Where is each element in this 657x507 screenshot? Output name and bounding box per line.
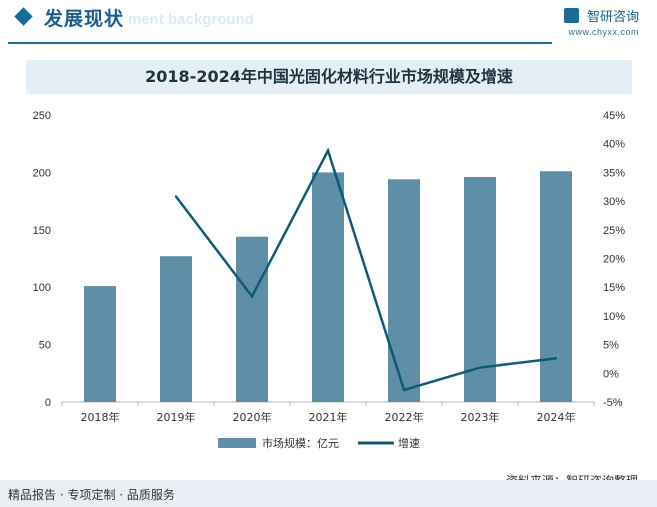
growth-line (175, 147, 557, 392)
growth-point (250, 295, 254, 298)
x-tick-label: 2023年 (461, 410, 500, 424)
y-left-tick-label: 50 (39, 340, 51, 352)
y-right-tick-label: 40% (603, 139, 625, 151)
footer-bar: 精品报告 · 专项定制 · 品质服务 (0, 480, 657, 507)
zhiyan-logo-icon (563, 8, 579, 23)
x-tick-label: 2024年 (537, 410, 576, 424)
background-watermark-text: ment background (128, 11, 254, 28)
growth-point (402, 388, 406, 392)
growth-point (326, 149, 330, 152)
x-tick-label: 2018年 (81, 410, 120, 424)
x-tick-label: 2019年 (157, 410, 196, 424)
brand-name: 智研咨询 (586, 10, 639, 25)
y-left-tick-label: 100 (33, 282, 51, 294)
growth-point (554, 357, 558, 360)
y-right-tick-label: 35% (603, 167, 625, 179)
brand-url: www.chyxx.com (568, 27, 639, 37)
x-tick-label: 2020年 (233, 410, 272, 424)
y-right-tick-label: 25% (603, 225, 625, 237)
legend-bar-label: 市场规模：亿元 (262, 436, 339, 450)
x-tick-label: 2022年 (385, 410, 424, 424)
bar (464, 176, 496, 402)
footer-slogan: 精品报告 · 专项定制 · 品质服务 (8, 488, 175, 502)
y-right-tick-label: 0% (603, 368, 619, 380)
y-left-tick-label: 250 (33, 110, 51, 122)
legend-line-label: 增速 (398, 436, 420, 450)
y-right-tick-label: 15% (603, 282, 625, 294)
market-size-chart: 0 50 100 150 200 250 -5% 0% 5% 10% 15% 20% 25% 30% 35%… (33, 110, 626, 450)
y-left-tick-label: 150 (33, 225, 51, 237)
header-divider (8, 42, 552, 44)
y-right-tick-label: 20% (603, 254, 625, 266)
x-tick-label: 2021年 (309, 410, 348, 424)
y-right-tick-label: 45% (603, 110, 625, 122)
bar (312, 172, 344, 402)
y-right-tick-label: 5% (603, 340, 619, 352)
section-title: 发展现状 (44, 8, 125, 30)
bar (540, 171, 572, 402)
y-right-tick-label: 30% (603, 196, 625, 208)
chart-title-band: 2018-2024年中国光固化材料行业市场规模及增速 (26, 60, 632, 94)
growth-point (478, 366, 482, 369)
bar (160, 256, 192, 402)
bar (84, 286, 116, 402)
y-right-tick-label: 10% (603, 311, 625, 323)
y-right-tick-label: -5% (603, 397, 623, 409)
y-left-tick-label: 0 (45, 397, 51, 409)
legend-bar-swatch (218, 438, 256, 448)
header-bar: 发展现状 ment background 智研咨询 www.chyxx.com (0, 0, 657, 46)
bar (236, 236, 268, 402)
brand-block: 智研咨询 www.chyxx.com (563, 6, 639, 37)
chart-title: 2018-2024年中国光固化材料行业市场规模及增速 (145, 67, 513, 86)
bar (388, 179, 420, 402)
y-left-tick-label: 200 (33, 167, 51, 179)
growth-point (174, 195, 178, 198)
